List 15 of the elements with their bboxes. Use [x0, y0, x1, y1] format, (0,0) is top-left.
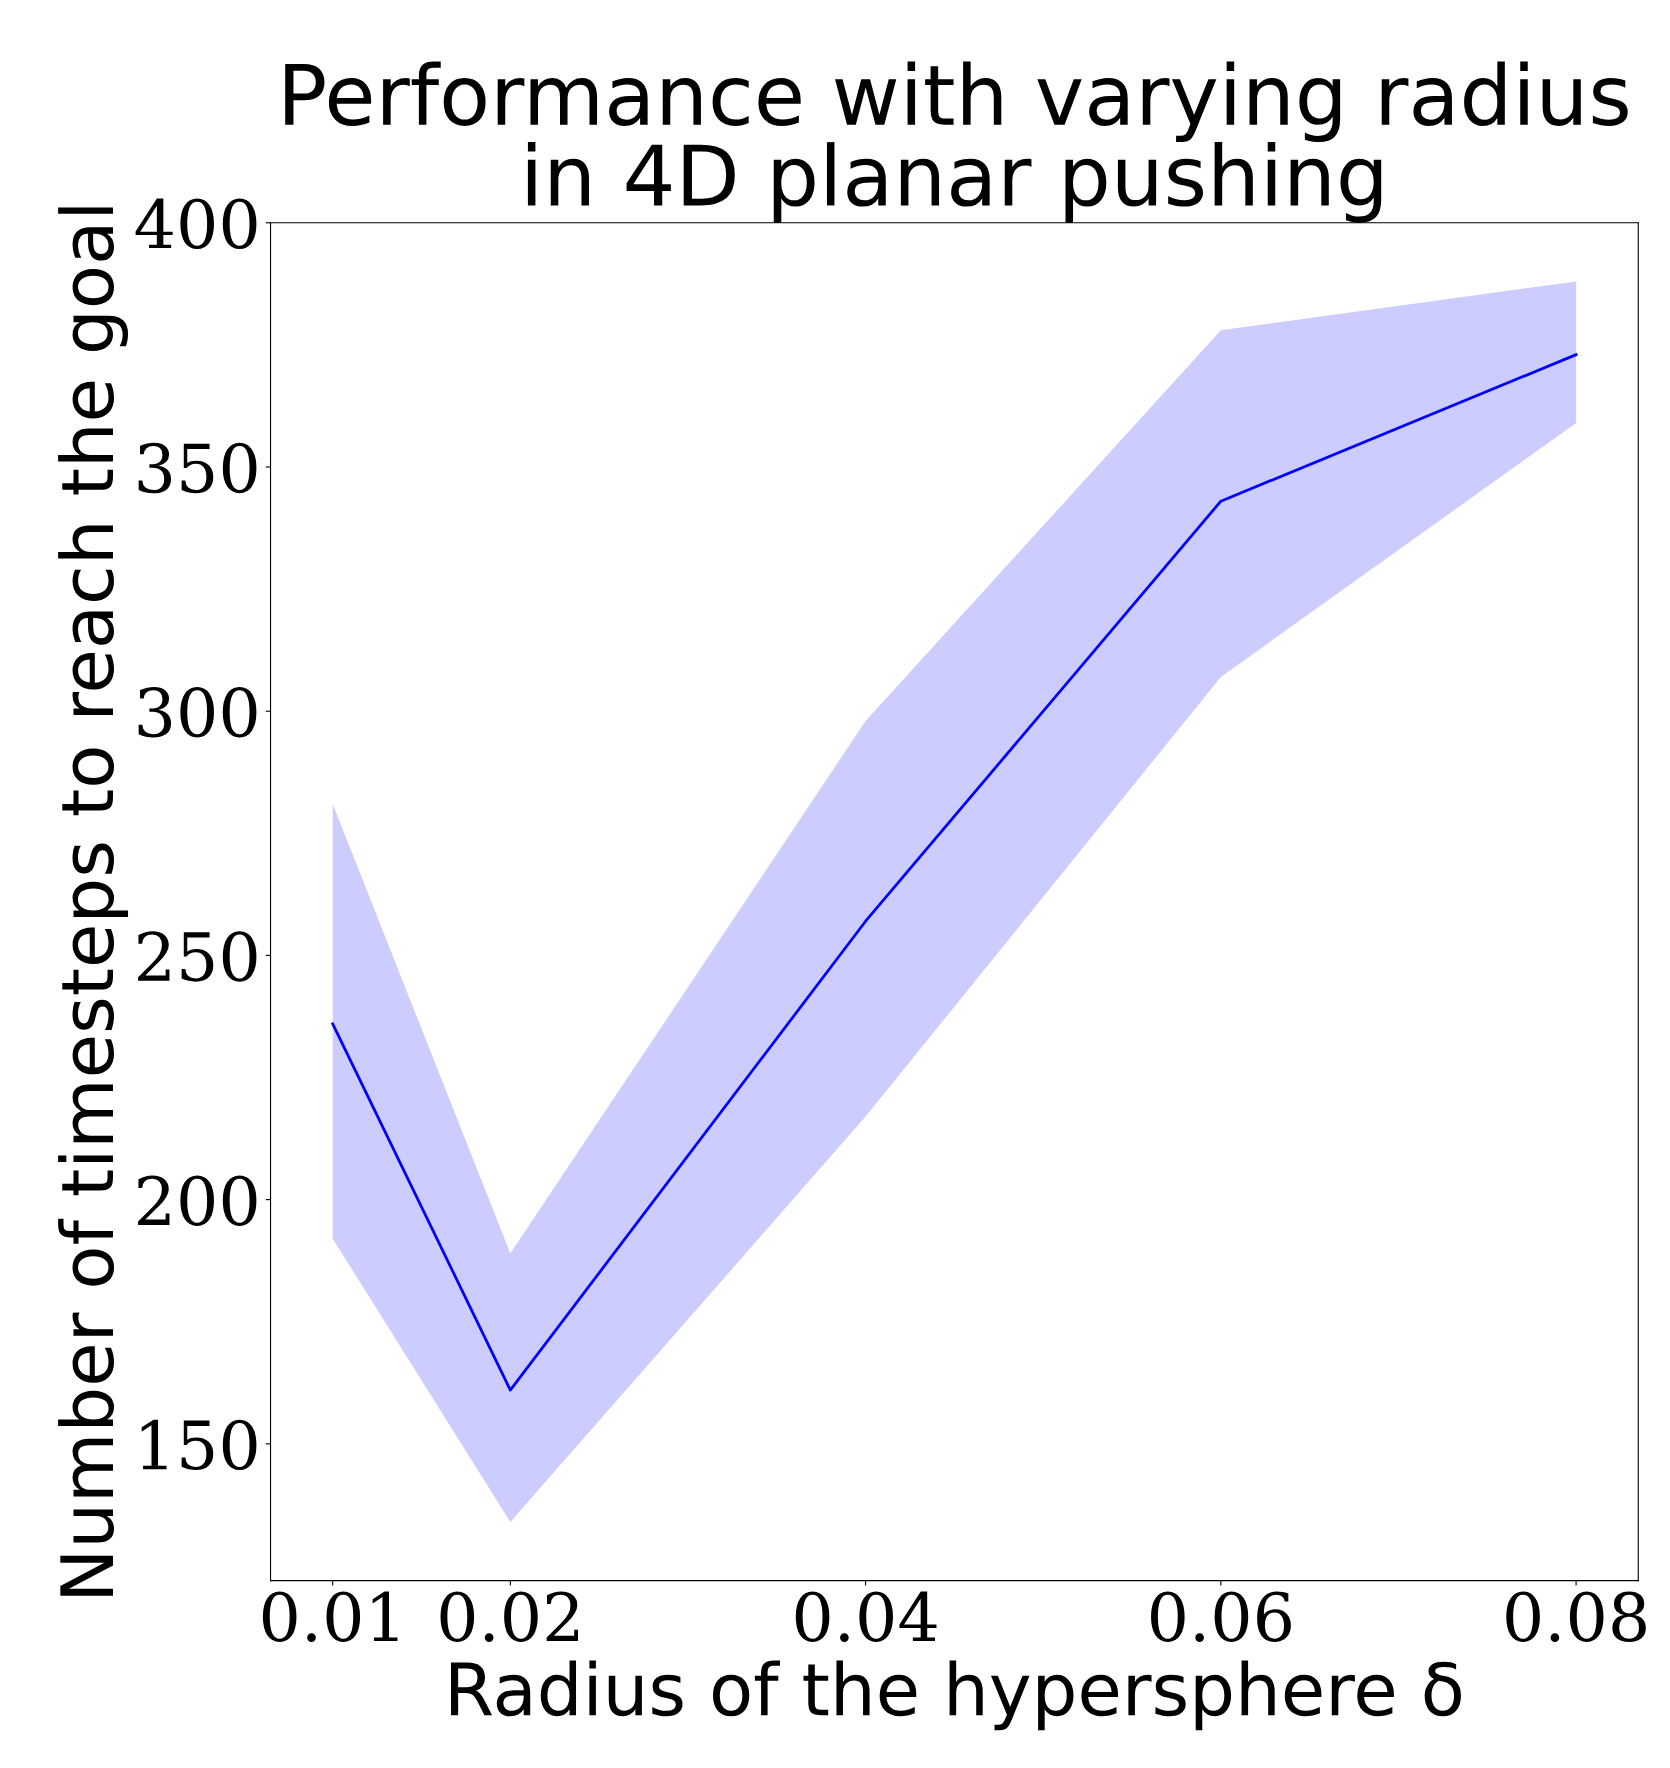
- x-tick-label: 0.04: [795, 1591, 937, 1642]
- x-tick-label: 0.08: [1506, 1591, 1646, 1642]
- y-tick-label: 250: [138, 931, 257, 982]
- x-tick-label: 0.02: [440, 1591, 579, 1642]
- x-axis-title: Radius of the hypersphere δ: [451, 1660, 1461, 1731]
- x-tick-label: 0.01: [262, 1591, 398, 1642]
- y-tick-label: 150: [141, 1419, 257, 1471]
- line-series: [331, 353, 1578, 1392]
- y-tick-label: 300: [138, 687, 257, 738]
- y-axis-title: Number of timesteps to reach the goal: [58, 207, 129, 1596]
- chart-title: Performance with varying radius in 4D planar pushing: [285, 61, 1628, 223]
- y-tick-label: 400: [135, 198, 257, 250]
- y-tick-label: 200: [138, 1175, 257, 1226]
- x-tick-label: 0.06: [1151, 1591, 1291, 1642]
- y-tick-label: 350: [138, 442, 257, 494]
